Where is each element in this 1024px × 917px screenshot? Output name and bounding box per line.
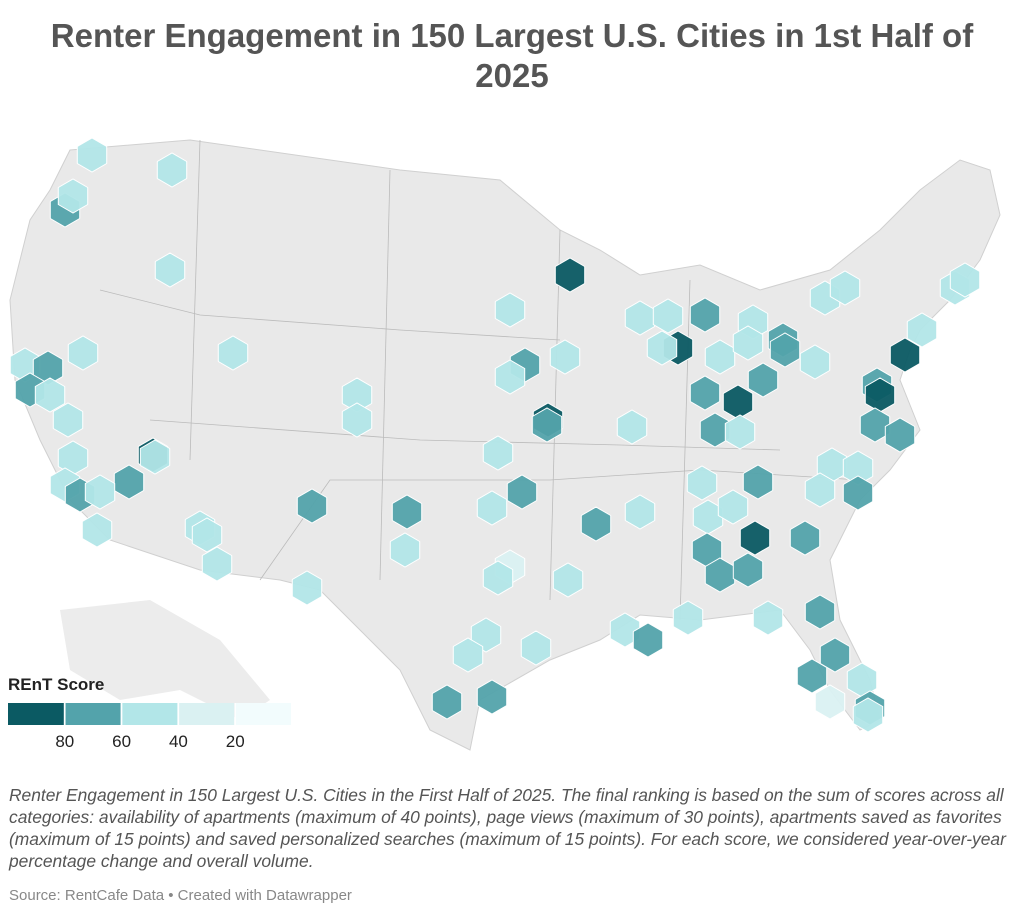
city-hex xyxy=(609,612,641,648)
legend-tick-label: 60 xyxy=(112,732,131,751)
city-hex xyxy=(341,402,373,438)
city-hex xyxy=(724,414,756,450)
city-hex xyxy=(624,494,656,530)
legend-swatch xyxy=(64,703,121,725)
source: Source: RentCafe Data • Created with Dat… xyxy=(9,887,352,904)
city-hex xyxy=(689,375,721,411)
city-hex xyxy=(646,330,678,366)
legend-tick-label: 20 xyxy=(226,732,245,751)
city-hex xyxy=(686,465,718,501)
legend-swatch xyxy=(235,703,291,725)
city-hex xyxy=(747,362,779,398)
city-hex xyxy=(632,622,664,658)
city-hex xyxy=(452,637,484,673)
city-hex xyxy=(52,402,84,438)
city-hex xyxy=(156,152,188,188)
city-hex xyxy=(76,137,108,173)
city-hex xyxy=(672,600,704,636)
city-hex xyxy=(296,488,328,524)
city-hex xyxy=(717,489,749,525)
city-hex xyxy=(804,594,836,630)
city-hex xyxy=(616,409,648,445)
city-hex xyxy=(217,335,249,371)
city-hex xyxy=(889,337,921,373)
city-hex xyxy=(689,297,721,333)
city-hex xyxy=(554,257,586,293)
alaska-hint xyxy=(60,600,270,720)
city-hex xyxy=(906,312,938,348)
legend-swatch xyxy=(121,703,178,725)
city-hex xyxy=(531,407,563,443)
legend-title: REnT Score xyxy=(8,675,104,694)
title: Renter Engagement in 150 Largest U.S. Ci… xyxy=(50,17,974,94)
city-hex xyxy=(829,270,861,306)
legend-swatch xyxy=(178,703,235,725)
city-hex xyxy=(191,517,223,553)
city-hex xyxy=(732,325,764,361)
city-hex xyxy=(470,617,502,653)
city-hex xyxy=(814,684,846,720)
city-hex xyxy=(739,520,771,556)
description: Renter Engagement in 150 Largest U.S. Ci… xyxy=(9,785,1006,871)
city-hex xyxy=(506,474,538,510)
city-hex xyxy=(391,494,423,530)
city-hex xyxy=(67,335,99,371)
city-hex xyxy=(154,252,186,288)
city-hex xyxy=(81,512,113,548)
city-hex xyxy=(84,474,116,510)
city-hex xyxy=(57,178,89,214)
legend-tick-label: 80 xyxy=(55,732,74,751)
legend: REnT Score 80 60 40 20 xyxy=(8,675,291,751)
city-hex xyxy=(852,697,884,733)
city-hex xyxy=(859,407,891,443)
city-hex xyxy=(752,600,784,636)
city-hex xyxy=(113,464,145,500)
city-hex xyxy=(652,298,684,334)
city-hexes xyxy=(9,137,981,733)
city-hex xyxy=(549,339,581,375)
city-hex xyxy=(796,658,828,694)
city-hex xyxy=(482,435,514,471)
city-hex xyxy=(431,684,463,720)
city-hex xyxy=(552,562,584,598)
city-hex xyxy=(819,637,851,673)
city-hex xyxy=(34,377,66,413)
city-hex xyxy=(494,359,526,395)
city-hex xyxy=(742,464,774,500)
city-hex xyxy=(291,570,323,606)
city-hex xyxy=(201,546,233,582)
city-hex xyxy=(476,490,508,526)
city-hex xyxy=(482,560,514,596)
city-hex xyxy=(799,344,831,380)
city-hex xyxy=(476,679,508,715)
city-hex xyxy=(804,472,836,508)
city-hex xyxy=(732,552,764,588)
city-hex xyxy=(949,262,981,298)
city-hex xyxy=(842,475,874,511)
city-hex xyxy=(139,439,171,475)
city-hex xyxy=(389,532,421,568)
city-hex xyxy=(769,332,801,368)
legend-swatch xyxy=(8,703,64,725)
legend-tick-label: 40 xyxy=(169,732,188,751)
city-hex xyxy=(789,520,821,556)
city-hex xyxy=(494,292,526,328)
city-hex xyxy=(884,417,916,453)
city-hex xyxy=(520,630,552,666)
city-hex xyxy=(580,506,612,542)
